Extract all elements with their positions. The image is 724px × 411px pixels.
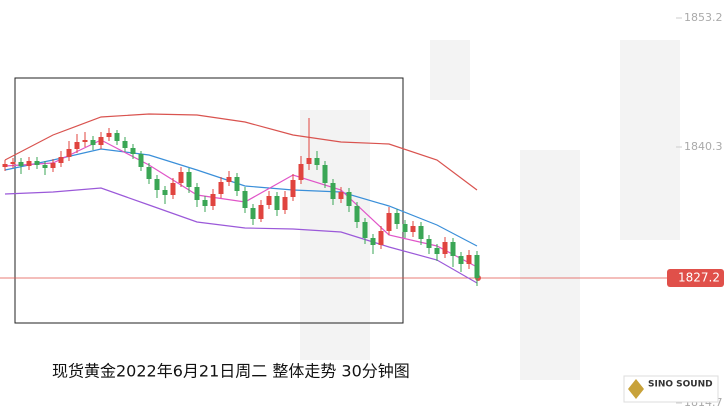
candle-body [402,224,408,232]
candle-body [378,231,384,245]
candle-body [474,255,480,278]
candle-body [154,179,160,190]
candle-body [26,161,32,166]
candle-body [338,192,344,199]
candle-body [186,172,192,187]
logo-text: SINO SOUND [648,380,713,390]
indicator-line [4,148,478,247]
candle-body [370,238,376,245]
candle-body [130,148,136,154]
candle-body [234,177,240,191]
candle-body [266,196,272,205]
candle-body [298,164,304,180]
candle-body [218,182,224,194]
candle-body [226,177,232,182]
last-price-label: 1827.2 [678,271,720,285]
candle-body [346,192,352,206]
highlight-box [14,77,404,324]
candle-body [314,158,320,165]
candle-body [50,163,56,168]
candle-body [450,242,456,256]
candle-body [242,191,248,208]
candle-body [274,196,280,210]
candle-body [362,222,368,238]
candle-body [170,183,176,195]
candle-body [146,167,152,179]
candle-body [410,226,416,232]
candle-body [258,205,264,219]
indicator-line [4,187,478,284]
candle-body [434,248,440,254]
caption: 现货黄金2022年6月21日周二 整体走势 30分钟图 [52,362,410,381]
candle-body [202,200,208,206]
candle-body [162,190,168,195]
candle-body [418,226,424,239]
candle-body [122,141,128,148]
candle-body [458,256,464,264]
candle-body [10,162,16,164]
candle-body [178,172,184,183]
candle-body [442,242,448,254]
candle-body [426,239,432,248]
candle-body [354,206,360,222]
candle-body [322,165,328,183]
y-tick-label: 1840.3 [684,140,723,153]
candle-body [386,213,392,231]
candle-body [306,158,312,164]
candle-body [18,162,24,166]
candle-body [250,208,256,219]
indicator-line [4,113,478,191]
indicator-line [4,139,478,268]
logo: SINO SOUND [623,375,719,403]
candle-body [106,133,112,137]
candle-body [114,133,120,141]
candle-body [210,194,216,206]
y-tick-label: 1853.2 [684,11,723,24]
candle-body [74,142,80,149]
candle-body [98,137,104,145]
candle-body [2,164,8,167]
candle-body [290,180,296,197]
candle-body [194,187,200,200]
candle-body [34,161,40,165]
candle-body [394,213,400,224]
candle-body [330,183,336,199]
candle-body [466,255,472,264]
watermark [300,40,680,380]
last-price-badge [667,269,724,287]
candle-body [90,140,96,145]
candle-body [42,165,48,168]
candle-body [66,149,72,157]
candle-body [58,157,64,163]
candle-body [138,154,144,167]
candle-body [282,197,288,210]
candle-body [82,140,88,142]
